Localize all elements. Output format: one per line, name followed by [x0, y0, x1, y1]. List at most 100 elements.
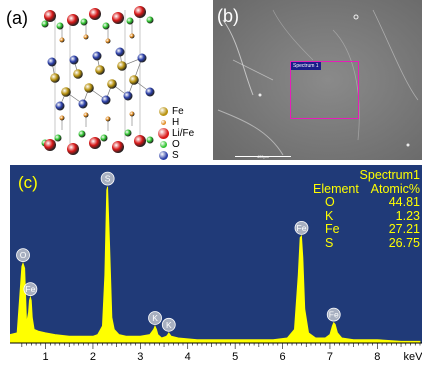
legend-atom-symbol: O — [172, 139, 180, 150]
peak-label: K — [166, 320, 172, 330]
panel-a-crystal-structure: (a) Fe H Li/Fe O S — [0, 0, 210, 161]
atom-h — [59, 115, 65, 121]
atom-s — [123, 91, 133, 101]
scale-bar — [235, 156, 291, 157]
x-tick-label: 8 — [374, 351, 380, 363]
peak-label: S — [105, 174, 111, 184]
atom-li-fe — [44, 10, 56, 22]
peak-label: Fe — [297, 223, 307, 233]
x-tick-label: 6 — [279, 351, 285, 363]
x-tick-label: 3 — [137, 351, 143, 363]
peak-marker: O — [16, 248, 30, 262]
atom-li-fe — [89, 8, 101, 20]
x-tick-label: 4 — [185, 351, 191, 363]
atom-li-fe — [67, 143, 79, 155]
scale-bar-label: 400μm — [256, 154, 270, 159]
atoms — [41, 6, 155, 155]
atom-s — [69, 55, 79, 65]
atom-li-fe — [112, 141, 124, 153]
atom-h — [59, 37, 65, 43]
x-tick-label: 2 — [90, 351, 96, 363]
atom-h — [83, 34, 89, 40]
atomic-percent-value: 44.81 — [388, 195, 420, 209]
panel-b-sem-image: (b) Spectrum 1 400μm — [213, 0, 422, 160]
peak-marker: S — [100, 171, 115, 186]
atom-li-fe — [134, 135, 146, 147]
atom-h — [105, 116, 111, 122]
atom-h — [129, 33, 135, 39]
atom-h — [129, 111, 135, 117]
composition-row: S 26.75 — [311, 235, 422, 251]
atom-li-fe — [89, 137, 101, 149]
legend-atom-symbol: S — [172, 150, 179, 161]
peak-label: K — [152, 313, 158, 323]
atom-s — [101, 95, 111, 105]
legend-atom-swatch — [158, 107, 168, 116]
atom-o — [124, 129, 132, 137]
atom-s — [145, 87, 155, 97]
atom-o — [100, 134, 108, 142]
x-tick-label: 5 — [232, 351, 238, 363]
legend-atom-swatch — [160, 120, 166, 125]
atom-s — [92, 51, 102, 61]
sem-texture — [213, 0, 422, 160]
atom-fe — [95, 65, 105, 75]
atom-h — [83, 112, 89, 118]
atom-o — [56, 22, 64, 30]
element-symbol: S — [325, 235, 334, 250]
composition-table: Spectrum1 Element Atomic% O 44.81 K 1.23 Fe 2… — [311, 168, 422, 251]
peak-marker: Fe — [294, 221, 309, 235]
legend-atom-symbol: H — [172, 117, 180, 128]
peak-label: Fe — [25, 284, 35, 294]
legend-atom-swatch — [157, 128, 169, 139]
spectrum-region-box: Spectrum 1 — [290, 61, 359, 119]
x-tick-label: 7 — [327, 351, 333, 363]
panel-a-label: (a) — [6, 8, 28, 28]
element-symbol: K — [325, 208, 334, 223]
atom-li-fe — [44, 139, 56, 151]
atom-fe — [129, 75, 139, 85]
column-header-atomic: Atomic% — [370, 181, 420, 196]
composition-row: K 1.23 — [311, 208, 422, 224]
atom-s — [78, 99, 88, 109]
atom-s — [137, 53, 147, 63]
composition-table-title: Spectrum1 — [359, 168, 420, 182]
atom-fe — [84, 83, 94, 93]
composition-row: O 44.81 — [311, 195, 422, 210]
atomic-percent-value: 1.23 — [395, 208, 420, 223]
x-axis-label: keV — [404, 351, 422, 363]
element-symbol: O — [325, 195, 335, 209]
legend-atom-swatch — [159, 141, 167, 148]
legend-atom-symbol: Fe — [172, 106, 184, 117]
atom-s — [55, 101, 65, 111]
crystal-structure-diagram — [41, 6, 155, 155]
peak-marker: Fe — [23, 282, 38, 296]
x-tick-label: 1 — [42, 351, 48, 363]
atom-s — [47, 57, 57, 67]
atom-fe — [61, 87, 71, 97]
atom-o — [78, 130, 86, 138]
plot-background — [10, 165, 422, 343]
composition-table-header: Element Atomic% — [311, 181, 422, 197]
atom-o — [126, 17, 134, 25]
peak-marker: Fe — [326, 307, 341, 322]
atomic-percent-value: 26.75 — [388, 235, 420, 250]
peak-marker: K — [161, 317, 176, 332]
peak-label: O — [20, 250, 27, 260]
atom-fe — [50, 73, 60, 83]
atom-li-fe — [67, 14, 79, 26]
atom-s — [115, 47, 125, 57]
atom-o — [102, 22, 110, 30]
composition-row: Fe 27.21 — [311, 222, 422, 237]
atom-fe — [73, 69, 83, 79]
legend-atom-swatch — [158, 151, 168, 160]
atom-fe — [117, 61, 127, 71]
atom-fe — [107, 79, 117, 89]
atom-o — [146, 16, 154, 24]
peak-label: Fe — [329, 310, 339, 320]
atom-o — [146, 136, 154, 144]
atomic-percent-value: 27.21 — [388, 222, 420, 236]
element-symbol: Fe — [325, 222, 340, 236]
panel-c-eds-spectrum: O Fe S K K Fe Fe 1 2 3 4 5 6 7 8 keV (c) Spectrum1 Elem… — [10, 165, 422, 366]
